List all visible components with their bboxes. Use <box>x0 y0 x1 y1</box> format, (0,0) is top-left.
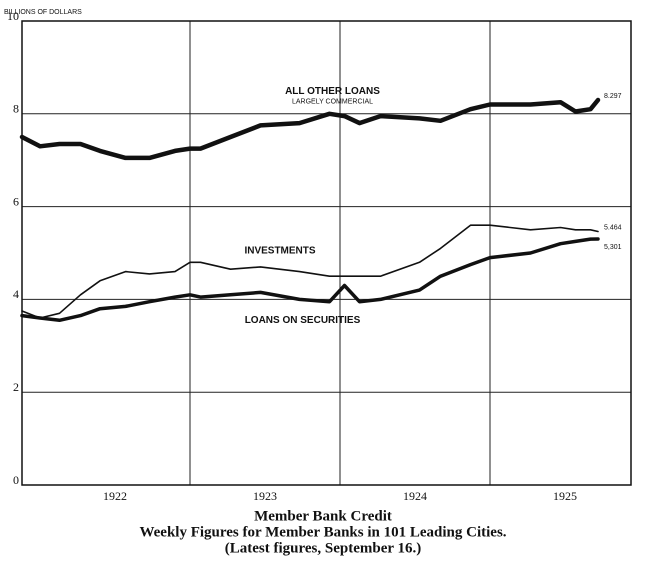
y-tick-label: 8 <box>13 102 19 116</box>
y-tick-label: 0 <box>13 473 19 487</box>
series-label: INVESTMENTS <box>244 245 315 256</box>
x-tick-label: 1923 <box>253 489 277 503</box>
x-tick-label: 1925 <box>553 489 577 503</box>
x-tick-label: 1924 <box>403 489 427 503</box>
y-tick-label: 6 <box>13 194 19 208</box>
plot-frame <box>21 20 632 486</box>
chart-note: (Latest figures, September 16.) <box>225 540 422 556</box>
series-line <box>21 224 599 319</box>
y-tick-label: 10 <box>7 9 19 23</box>
x-tick-label: 1922 <box>103 489 127 503</box>
chart-title: Member Bank Credit <box>254 508 392 524</box>
end-label: 5.464 <box>604 224 622 231</box>
chart-subtitle: Weekly Figures for Member Banks in 101 L… <box>139 524 506 540</box>
series-label: LOANS ON SECURITIES <box>245 315 361 326</box>
end-label: 5,301 <box>604 244 622 251</box>
y-tick-label: 2 <box>13 380 19 394</box>
y-tick-label: 4 <box>13 287 19 301</box>
series-line <box>19 97 601 161</box>
y-axis-label: BILLIONS OF DOLLARS <box>4 9 82 16</box>
series-label: ALL OTHER LOANS <box>285 86 380 97</box>
series-note: LARGELY COMMERCIAL <box>292 98 373 105</box>
series-line <box>20 237 600 323</box>
end-label: 8.297 <box>604 93 622 100</box>
